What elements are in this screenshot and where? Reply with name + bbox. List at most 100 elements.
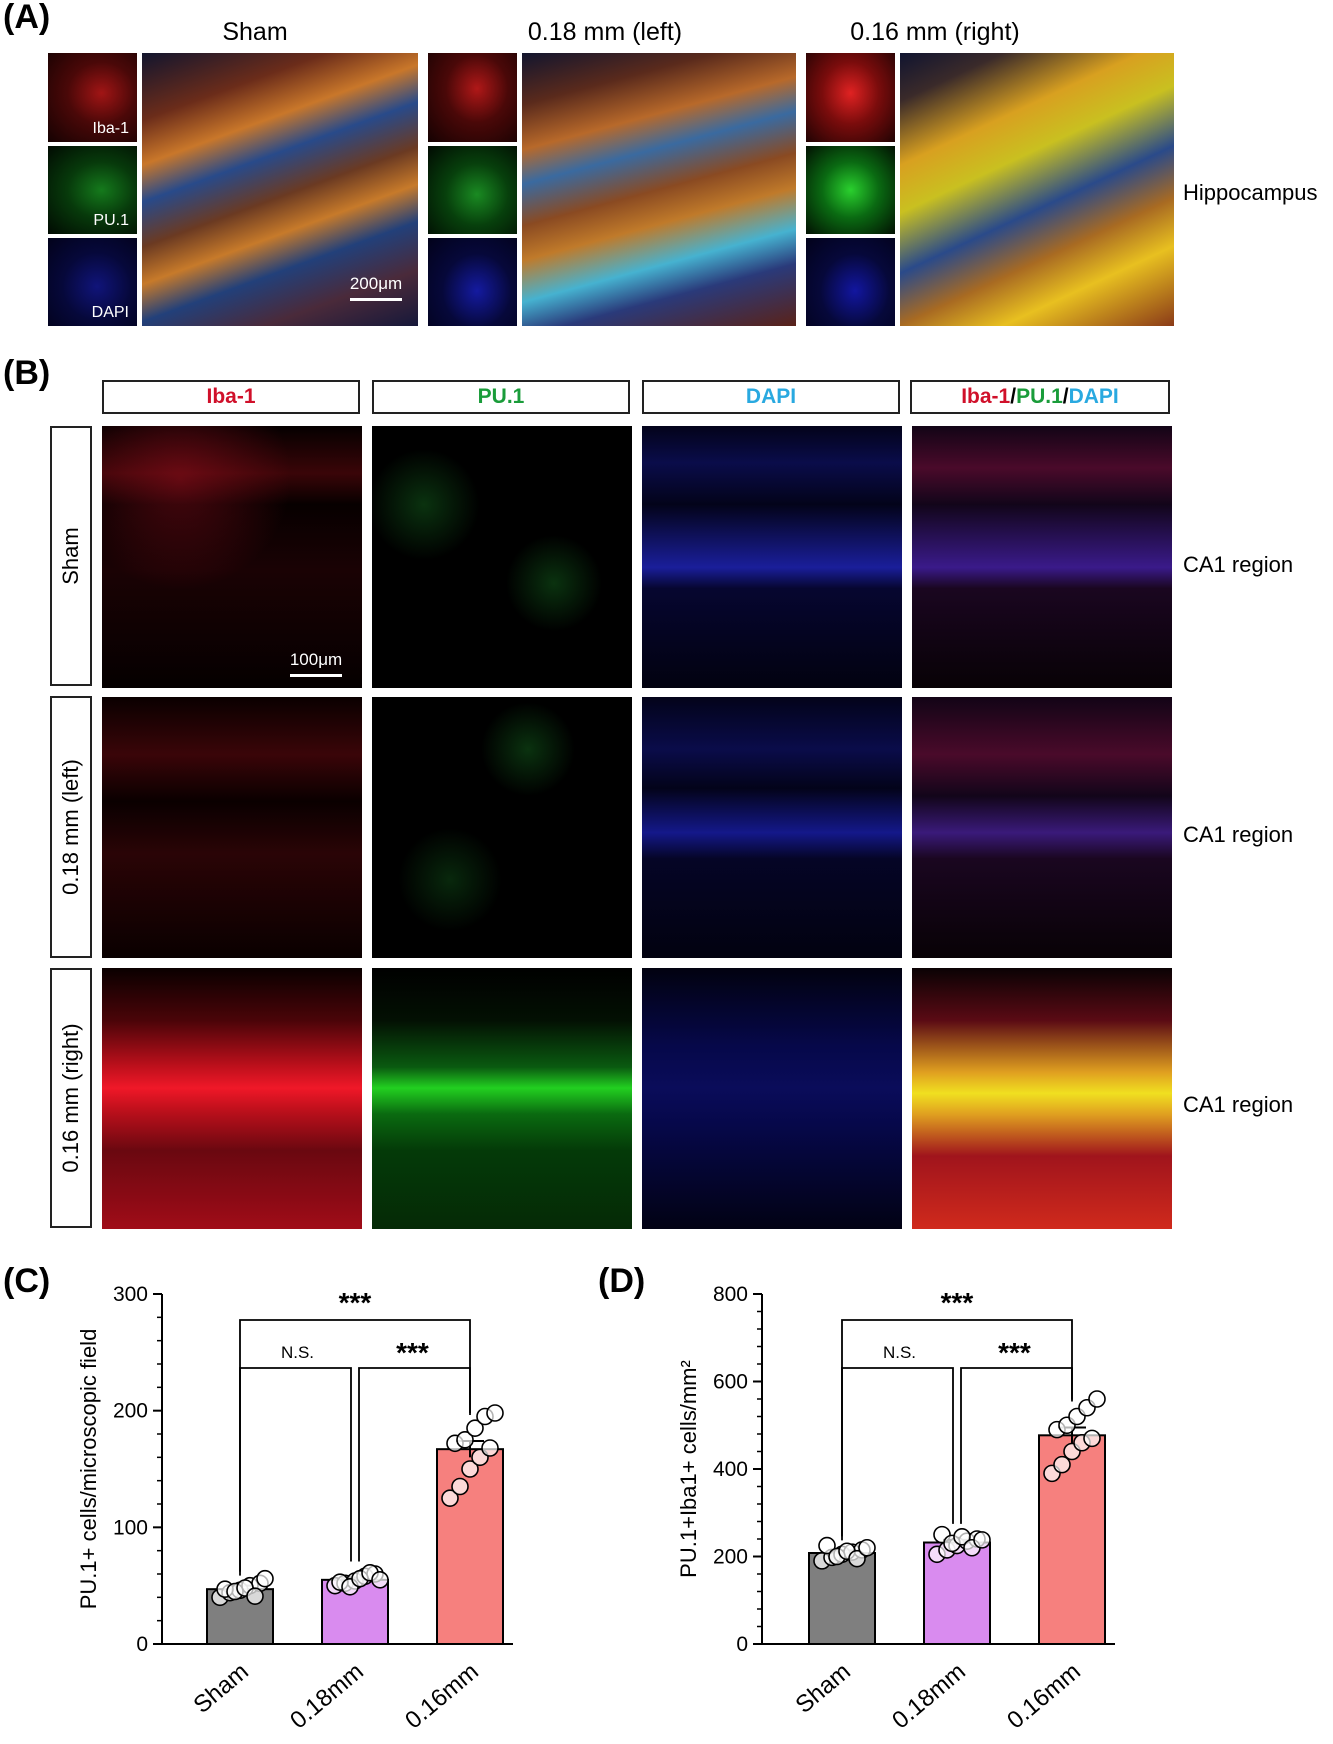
ca1-label-018: CA1 region [1183, 822, 1294, 847]
data-point [256, 1569, 274, 1588]
x-tick-label-0: Sham [790, 1658, 855, 1719]
016-pu1-tile [372, 968, 632, 1229]
row-label-sham: Sham [50, 426, 92, 686]
x-tick-label-0: Sham [188, 1658, 253, 1719]
018-iba1-tile [102, 697, 362, 958]
y-tick-label: 0 [736, 1633, 748, 1656]
panel-a-title-018: 0.18 mm (left) [527, 18, 683, 46]
significance-label-0-1: N.S. [883, 1343, 916, 1362]
panel-a-title-016: 0.16 mm (right) [850, 18, 1020, 46]
chart-d: 0 200 400 600 800 Sham 0.18mm 0.16mm *** N.S. *** P… [676, 1283, 1115, 1734]
significance-bracket-0-1 [841, 1367, 954, 1537]
header-dapi: DAPI [642, 380, 900, 414]
y-tick-label: 600 [713, 1371, 748, 1394]
sham-iba1-thumb: Iba-1 [48, 53, 137, 142]
row-label-sham-text: Sham [58, 527, 83, 585]
data-point [441, 1489, 459, 1507]
row-label-016-text: 0.16 mm (right) [58, 1023, 83, 1173]
data-point [848, 1549, 866, 1568]
data-point [973, 1531, 991, 1549]
data-point [1088, 1390, 1106, 1408]
panel-a-label: (A) [3, 0, 51, 36]
018-merged-tile [912, 697, 1172, 958]
y-tick-label: 200 [713, 1546, 748, 1569]
018-pu1-tile [372, 697, 632, 958]
data-point [451, 1477, 469, 1496]
016-merged-tile [912, 968, 1172, 1229]
016-pu1-thumb [806, 146, 895, 234]
016-iba1-tile [102, 968, 362, 1229]
data-point [858, 1538, 876, 1557]
header-merged-pu1: PU.1 [1016, 385, 1063, 408]
row-label-018: 0.18 mm (left) [50, 696, 92, 958]
bar-2 [436, 1448, 504, 1645]
scale-text-200: 200μm [349, 274, 403, 293]
panel-d-label: (D) [598, 1262, 646, 1300]
pu1-channel-label: PU.1 [93, 212, 129, 229]
significance-bracket-0-2 [841, 1319, 1073, 1541]
header-merged: Iba-1/PU.1/DAPI [910, 380, 1170, 414]
scale-text-100: 100μm [289, 650, 343, 669]
data-point [1083, 1429, 1101, 1448]
x-tick-label-1: 0.18mm [285, 1658, 369, 1734]
significance-bracket-1-2 [960, 1367, 1073, 1524]
row-label-018-text: 0.18 mm (left) [58, 759, 83, 895]
significance-label-1-2: *** [396, 1337, 429, 1368]
significance-label-1-2: *** [998, 1337, 1031, 1368]
sham-dapi-tile [642, 426, 902, 688]
ca1-label-sham: CA1 region [1183, 552, 1294, 577]
data-point [1053, 1455, 1071, 1474]
data-point [818, 1536, 836, 1555]
016-iba1-thumb [806, 53, 895, 142]
row-label-016: 0.16 mm (right) [50, 968, 92, 1228]
chart-c: 0 100 200 300 Sham 0.18mm 0.16mm *** N.S. *** PU.1… [76, 1283, 513, 1734]
018-iba1-thumb [428, 53, 517, 142]
significance-bracket-1-2 [358, 1367, 471, 1562]
header-slash-2: / [1062, 385, 1069, 408]
significance-label-0-2: *** [339, 1287, 372, 1318]
scale-bar-200 [350, 298, 402, 301]
y-tick-label: 0 [136, 1633, 148, 1656]
018-pu1-thumb [428, 146, 517, 234]
data-point [953, 1528, 971, 1546]
header-pu1: PU.1 [372, 380, 630, 414]
data-point [371, 1571, 389, 1589]
sham-merged-tile [912, 426, 1172, 688]
y-tick-label: 100 [113, 1516, 148, 1539]
y-tick-label: 200 [113, 1400, 148, 1423]
scale-bar-100 [290, 674, 342, 677]
header-merged-iba1: Iba-1 [961, 385, 1011, 408]
significance-bracket-0-1 [239, 1367, 352, 1572]
sham-merged-image: 200μm [142, 53, 418, 326]
x-tick-label-2: 0.16mm [400, 1658, 484, 1734]
x-tick-label-1: 0.18mm [887, 1658, 971, 1734]
significance-bracket-0-2 [239, 1319, 471, 1576]
significance-label-0-1: N.S. [281, 1343, 314, 1362]
x-tick-label-2: 0.16mm [1002, 1658, 1086, 1734]
significance-label-0-2: *** [941, 1287, 974, 1318]
y-tick-label: 300 [113, 1283, 148, 1306]
y-tick-label: 400 [713, 1458, 748, 1481]
y-tick-label: 800 [713, 1283, 748, 1306]
018-dapi-tile [642, 697, 902, 958]
header-iba1: Iba-1 [102, 380, 360, 414]
panel-b-label: (B) [3, 354, 51, 392]
016-dapi-tile [642, 968, 902, 1229]
sham-iba1-tile: 100μm [102, 426, 362, 688]
data-point [246, 1587, 264, 1605]
panel-c-label: (C) [3, 1262, 51, 1300]
sham-pu1-thumb: PU.1 [48, 146, 137, 234]
data-point [481, 1439, 499, 1457]
sham-pu1-tile [372, 426, 632, 688]
data-point [466, 1419, 484, 1437]
iba1-channel-label: Iba-1 [92, 120, 129, 137]
y-axis-label: PU.1+Iba1+ cells/mm² [676, 1360, 701, 1578]
data-point [456, 1431, 474, 1449]
018-dapi-thumb [428, 238, 517, 326]
sham-dapi-thumb: DAPI [48, 238, 137, 326]
ca1-label-016: CA1 region [1183, 1092, 1294, 1117]
hippocampus-label: Hippocampus [1183, 180, 1318, 205]
y-axis-label: PU.1+ cells/microscopic field [76, 1329, 101, 1610]
header-slash-1: / [1010, 385, 1017, 408]
018-merged-image [522, 53, 796, 326]
